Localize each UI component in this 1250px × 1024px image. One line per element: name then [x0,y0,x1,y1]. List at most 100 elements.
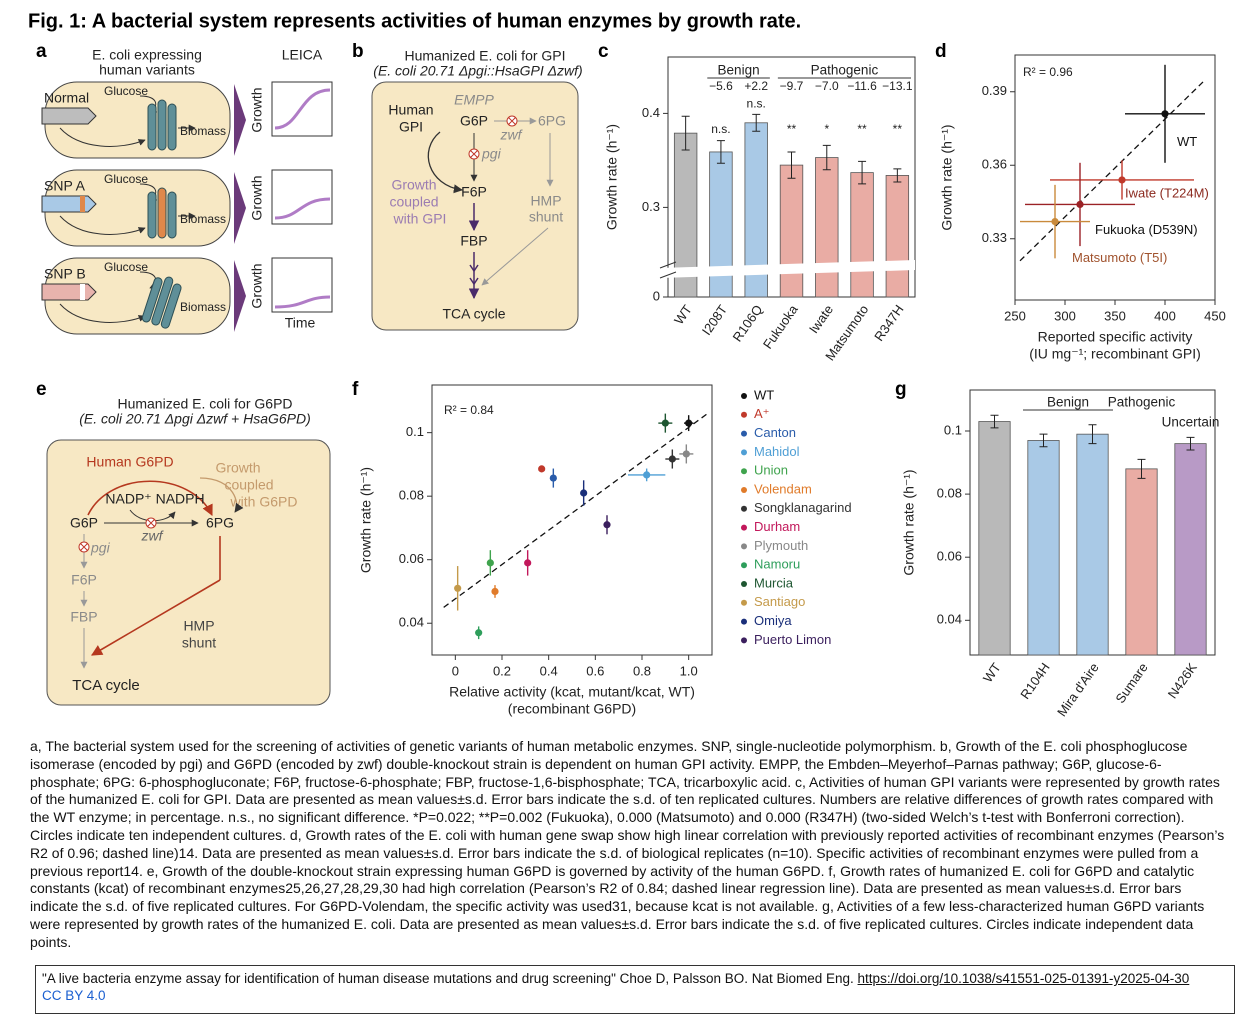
legend-label: Union [754,463,788,478]
bar [885,175,910,298]
row: SNP B Glucose Biomass Growth [41,257,333,335]
knockout [80,543,88,551]
x-tick-label: I208T [699,302,730,338]
gene: pgi [90,540,111,556]
legend-label: Omiya [754,613,792,628]
snp [80,284,85,300]
group-label: Uncertain [1162,415,1220,430]
heading: Humanized E. coli for GPI [404,48,565,64]
metabolite: F6P [461,184,487,200]
arrow [427,131,463,194]
label: shunt [529,209,563,225]
y-tick-label: 0.33 [982,230,1007,245]
y-tick-label: 0.1 [406,424,424,439]
legend-marker [741,411,747,418]
metabolite: TCA cycle [442,306,505,322]
metabolite: F6P [71,572,97,588]
point [580,489,588,497]
difference: −5.6 [709,79,733,93]
bar [1027,440,1060,656]
biomass: Biomass [180,212,226,226]
x-tick-label: 0 [452,663,459,678]
label: Growth [215,460,260,476]
license[interactable]: CC BY 4.0 [42,988,106,1003]
significance: n.s. [711,122,730,136]
curve [274,197,331,220]
arrow [87,480,213,517]
x-tick-label: 0.4 [540,663,558,678]
error-bar [990,414,999,429]
legend-marker [741,393,747,399]
glucose: Glucose [104,84,148,98]
label: EMPP [454,92,494,108]
legend-label: Santiago [754,594,805,609]
error-bar [716,140,725,164]
label: Growth [391,177,436,193]
annotation: R² = 0.84 [444,403,494,417]
legend-label: Songklanagarind [754,500,852,515]
bar [779,164,804,298]
y-tick-label: 0.1 [944,422,962,437]
bar [978,421,1011,656]
x-tick-label: 450 [1204,308,1226,323]
group-label: Benign [1047,395,1089,410]
citation-text: "A live bacteria enzyme assay for identi… [42,971,854,986]
y-tick-label: 0.08 [937,486,962,501]
legend-marker [741,599,747,606]
error-bar [787,151,796,179]
heading: human variants [99,62,195,78]
point [643,471,651,479]
axis-label: Growth [249,87,265,132]
y-tick-label: 0.04 [937,612,962,627]
y-tick-label: 0.06 [937,549,962,564]
point [486,559,494,567]
snp [80,196,85,212]
axis-label: Growth [249,263,265,308]
variant: Normal [44,90,89,106]
arrow [469,264,479,286]
bar [850,172,874,298]
point [1161,110,1169,118]
label: with GPI [393,211,447,227]
point-label: WT [1177,134,1197,149]
x-axis-label: (IU mg⁻¹; recombinant GPI) [1029,346,1201,362]
x-tick-label: Sumare [1112,660,1150,706]
point [661,419,669,427]
x-tick-label: WT [671,302,695,327]
y-tick-label: 0.08 [399,488,424,503]
significance: ** [893,122,903,136]
label: HMP [530,193,561,209]
plot [271,169,333,225]
bar [815,157,839,298]
y-tick-label: 0.04 [399,615,424,630]
group-label: Pathogenic [1108,395,1176,410]
legend-marker [741,487,747,493]
citation: "A live bacteria enzyme assay for identi… [35,965,1235,1014]
legend-marker [741,430,747,437]
error-bar [1039,433,1048,448]
point [1118,176,1126,184]
difference: −13.1 [882,79,913,93]
transporter [147,187,177,239]
y-axis-label: Growth rate (h⁻¹) [901,469,917,575]
y-axis-label: Growth rate (h⁻¹) [604,124,620,230]
axis-break [660,260,915,278]
x-tick-label: 350 [1104,308,1126,323]
citation-link[interactable]: https://doi.org/10.1038/s41551-025-01391… [857,971,1190,986]
point [538,465,546,473]
metabolite: G6P [70,515,98,531]
point-label: Fukuoka (D539N) [1095,222,1198,237]
legend-label: Durham [754,519,800,534]
point [685,419,693,427]
heading: (E. coli 20.71 Δpgi::HsaGPI Δzwf) [373,63,582,79]
label: HMP [183,618,214,634]
panel-e: Humanized E. coli for G6PD (E. coli 20.7… [46,396,331,706]
triangle [234,260,246,332]
curve [274,88,331,130]
axis-label: Time [285,315,316,331]
gene: pgi [481,146,502,162]
y-axis-label: Growth rate (h⁻¹) [939,124,955,230]
difference: +2.2 [744,79,768,93]
row: Normal Glucose Biomass Growth [41,81,333,159]
arrow [199,477,244,513]
